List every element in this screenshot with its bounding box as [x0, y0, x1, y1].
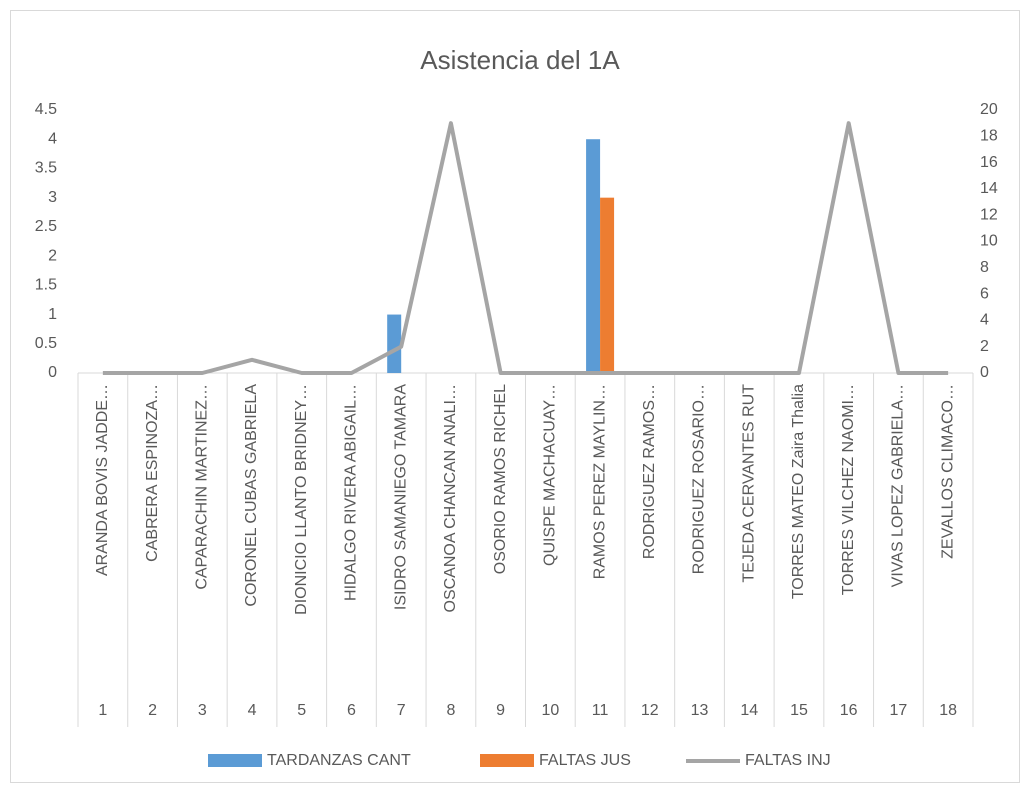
legend-swatch [480, 754, 534, 767]
category-id: 1 [98, 702, 107, 719]
y2-tick-label: 2 [980, 338, 989, 355]
x-tick-label: CAPARACHIN MARTINEZ… [194, 384, 211, 590]
bar [600, 197, 615, 373]
y-tick-label: 0 [48, 364, 57, 381]
y-tick-label: 4.5 [35, 101, 57, 118]
y2-tick-label: 16 [980, 154, 998, 171]
x-tick-label: ISIDRO SAMANIEGO TAMARA [392, 384, 409, 610]
x-tick-label: OSORIO RAMOS RICHEL [492, 384, 509, 574]
category-id: 13 [691, 702, 709, 719]
category-id: 8 [446, 702, 455, 719]
y2-tick-label: 20 [980, 101, 998, 118]
category-id: 12 [641, 702, 659, 719]
category-id: 17 [890, 702, 908, 719]
y-tick-label: 2 [48, 247, 57, 264]
x-tick-label: ARANDA BOVIS JADDE… [94, 384, 111, 576]
x-tick-label: CORONEL CUBAS GABRIELA [243, 384, 260, 607]
y-tick-label: 1 [48, 306, 57, 323]
legend-label: TARDANZAS CANT [267, 752, 411, 769]
y-tick-label: 4 [48, 130, 57, 147]
x-tick-label: ZEVALLOS CLIMACO… [939, 384, 956, 559]
legend-swatch [208, 754, 262, 767]
x-tick-label: TORRES MATEO Zaira Thalia [790, 384, 807, 599]
y2-tick-label: 18 [980, 128, 998, 145]
y-tick-label: 3 [48, 189, 57, 206]
y2-tick-label: 6 [980, 285, 989, 302]
category-id: 14 [740, 702, 758, 719]
y2-tick-label: 8 [980, 259, 989, 276]
x-tick-label: HIDALGO RIVERA ABIGAIL… [343, 384, 360, 601]
y2-tick-label: 12 [980, 206, 998, 223]
category-id: 2 [148, 702, 157, 719]
y2-tick-label: 4 [980, 312, 989, 329]
y2-tick-label: 0 [980, 364, 989, 381]
x-tick-label: VIVAS LOPEZ GABRIELA… [890, 384, 907, 587]
legend-label: FALTAS INJ [745, 752, 831, 769]
x-tick-label: RODRIGUEZ RAMOS… [641, 384, 658, 559]
legend-label: FALTAS JUS [539, 752, 631, 769]
x-tick-label: DIONICIO LLANTO BRIDNEY… [293, 384, 310, 615]
x-tick-label: CABRERA ESPINOZA… [144, 384, 161, 562]
y2-tick-label: 14 [980, 180, 998, 197]
chart-title: Asistencia del 1A [420, 45, 620, 75]
x-tick-label: OSCANOA CHANCAN ANALI… [442, 384, 459, 613]
y-tick-label: 0.5 [35, 335, 57, 352]
category-id: 5 [297, 702, 306, 719]
y-tick-label: 1.5 [35, 277, 57, 294]
chart-border [10, 10, 1020, 783]
bar [387, 314, 402, 373]
line [102, 121, 949, 375]
x-tick-label: QUISPE MACHACUAY… [542, 384, 559, 566]
category-id: 3 [198, 702, 207, 719]
category-id: 7 [397, 702, 406, 719]
y-tick-label: 3.5 [35, 160, 57, 177]
x-tick-label: RODRIGUEZ ROSARIO… [691, 384, 708, 574]
category-id: 4 [248, 702, 257, 719]
category-id: 15 [790, 702, 808, 719]
category-id: 16 [840, 702, 858, 719]
category-id: 10 [541, 702, 559, 719]
category-id: 9 [496, 702, 505, 719]
category-id: 18 [939, 702, 957, 719]
category-id: 6 [347, 702, 356, 719]
x-tick-label: RAMOS PEREZ MAYLIN… [591, 384, 608, 579]
x-tick-label: TORRES VILCHEZ NAOMI… [840, 384, 857, 595]
x-tick-label: TEJEDA CERVANTES RUT [740, 384, 757, 583]
y2-tick-label: 10 [980, 233, 998, 250]
bar [586, 139, 601, 373]
y-tick-label: 2.5 [35, 218, 57, 235]
category-id: 11 [592, 702, 609, 719]
